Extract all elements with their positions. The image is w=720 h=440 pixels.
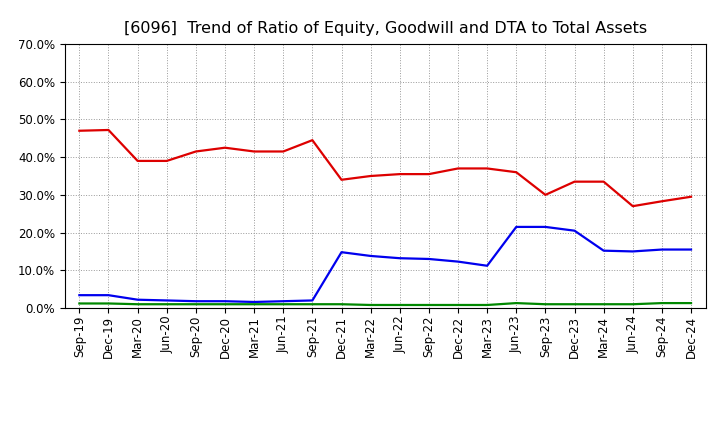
Deferred Tax Assets [308, 301, 317, 307]
Deferred Tax Assets [454, 302, 462, 308]
Deferred Tax Assets [629, 301, 637, 307]
Equity [570, 179, 579, 184]
Equity [629, 204, 637, 209]
Goodwill [629, 249, 637, 254]
Goodwill [425, 257, 433, 262]
Goodwill [250, 299, 258, 304]
Deferred Tax Assets [570, 301, 579, 307]
Equity [454, 166, 462, 171]
Equity [250, 149, 258, 154]
Equity [657, 198, 666, 204]
Equity [483, 166, 492, 171]
Title: [6096]  Trend of Ratio of Equity, Goodwill and DTA to Total Assets: [6096] Trend of Ratio of Equity, Goodwil… [124, 21, 647, 36]
Equity [541, 192, 550, 198]
Goodwill [366, 253, 375, 259]
Goodwill [483, 263, 492, 268]
Goodwill [395, 256, 404, 261]
Goodwill [75, 293, 84, 298]
Deferred Tax Assets [192, 301, 200, 307]
Deferred Tax Assets [220, 301, 229, 307]
Goodwill [104, 293, 113, 298]
Deferred Tax Assets [512, 301, 521, 306]
Deferred Tax Assets [279, 301, 287, 307]
Deferred Tax Assets [395, 302, 404, 308]
Goodwill [163, 298, 171, 303]
Goodwill [279, 299, 287, 304]
Deferred Tax Assets [104, 301, 113, 306]
Equity [279, 149, 287, 154]
Equity [425, 172, 433, 177]
Equity [308, 138, 317, 143]
Goodwill [570, 228, 579, 233]
Equity [599, 179, 608, 184]
Deferred Tax Assets [163, 301, 171, 307]
Goodwill [337, 249, 346, 255]
Deferred Tax Assets [425, 302, 433, 308]
Deferred Tax Assets [75, 301, 84, 306]
Deferred Tax Assets [366, 302, 375, 308]
Line: Equity: Equity [79, 130, 691, 206]
Equity [337, 177, 346, 183]
Goodwill [541, 224, 550, 230]
Line: Deferred Tax Assets: Deferred Tax Assets [79, 303, 691, 305]
Equity [133, 158, 142, 164]
Deferred Tax Assets [133, 301, 142, 307]
Goodwill [599, 248, 608, 253]
Deferred Tax Assets [250, 301, 258, 307]
Equity [512, 169, 521, 175]
Goodwill [454, 259, 462, 264]
Goodwill [308, 298, 317, 303]
Equity [104, 127, 113, 132]
Equity [366, 173, 375, 179]
Equity [395, 172, 404, 177]
Equity [687, 194, 696, 199]
Equity [192, 149, 200, 154]
Goodwill [657, 247, 666, 252]
Deferred Tax Assets [657, 301, 666, 306]
Equity [220, 145, 229, 150]
Deferred Tax Assets [541, 301, 550, 307]
Goodwill [192, 299, 200, 304]
Line: Goodwill: Goodwill [79, 227, 691, 302]
Deferred Tax Assets [687, 301, 696, 306]
Goodwill [512, 224, 521, 230]
Deferred Tax Assets [483, 302, 492, 308]
Deferred Tax Assets [337, 301, 346, 307]
Equity [75, 128, 84, 133]
Goodwill [220, 299, 229, 304]
Goodwill [687, 247, 696, 252]
Equity [163, 158, 171, 164]
Goodwill [133, 297, 142, 302]
Deferred Tax Assets [599, 301, 608, 307]
